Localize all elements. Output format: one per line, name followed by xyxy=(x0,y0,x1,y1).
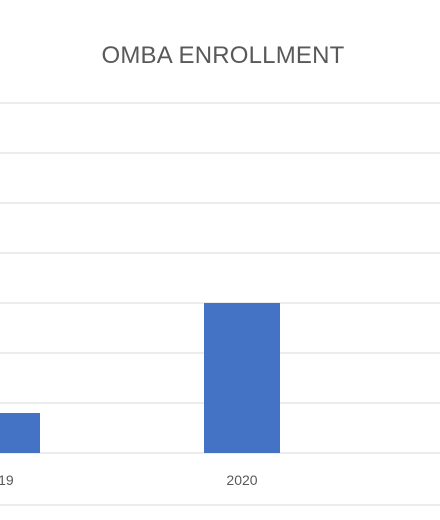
bar-2020 xyxy=(204,303,280,453)
x-tick-label-2019: 019 xyxy=(0,472,14,488)
bar-2019 xyxy=(0,413,40,453)
x-tick-labels: 019 2020 xyxy=(0,472,258,488)
chart-title: OMBA ENROLLMENT xyxy=(101,42,345,69)
x-tick-label-2020: 2020 xyxy=(226,472,257,488)
bars xyxy=(0,303,280,453)
